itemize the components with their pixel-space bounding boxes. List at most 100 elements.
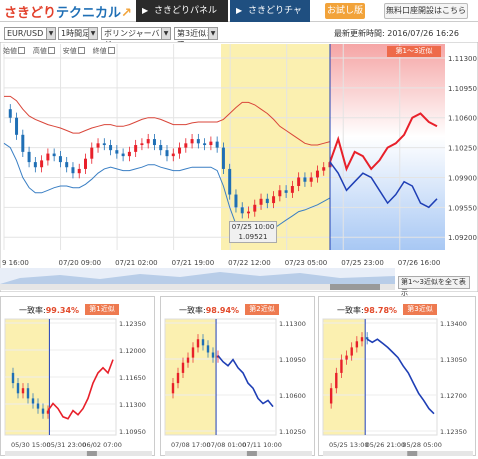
- candle: [203, 143, 207, 146]
- candle: [84, 158, 87, 169]
- candle: [33, 162, 37, 168]
- candle: [335, 372, 338, 389]
- candle: [191, 347, 195, 358]
- x-tick-label: 05/30 15:00: [11, 441, 51, 449]
- x-tick-label: 9 16:00: [2, 259, 29, 267]
- similar-panel-2[interactable]: 1.11300 1.10950 1.10600 1.10250 07/08 17:00 0…: [160, 296, 315, 456]
- candle: [228, 168, 232, 195]
- currency-pair-select[interactable]: EUR/USD ▼: [4, 27, 56, 40]
- candle: [329, 388, 333, 404]
- x-tick-label: 07/21 19:00: [172, 259, 215, 267]
- candle: [278, 190, 282, 197]
- x-tick-label: 07/22 12:00: [228, 259, 271, 267]
- candle: [46, 410, 50, 414]
- x-tick-label: 05/25 13:00: [329, 441, 369, 449]
- candle: [309, 177, 313, 182]
- x-tick-label: 05/28 05:00: [402, 441, 442, 449]
- candle: [65, 162, 69, 168]
- candle: [315, 170, 319, 178]
- x-tick-label: 07/26 16:00: [398, 259, 441, 267]
- last-updated: 最新更新時間: 2016/07/26 16:26: [334, 29, 459, 38]
- candle: [31, 398, 35, 404]
- candle: [360, 337, 364, 342]
- candle: [36, 403, 40, 409]
- prediction-down-line: [329, 161, 438, 209]
- candle: [284, 190, 288, 193]
- similar-panel-3[interactable]: 1.13400 1.13050 1.12700 1.12350 05/25 13:00 0…: [318, 296, 476, 456]
- rank-badge: 第1近似: [85, 304, 119, 315]
- y-tick-label: 1.13400: [440, 320, 467, 328]
- x-tick-label: 07/21 02:00: [115, 259, 158, 267]
- candle: [196, 139, 200, 144]
- indicator-high[interactable]: 高値: [33, 46, 55, 56]
- tab-sakidori-panel[interactable]: ▶ さきどりパネル: [136, 0, 228, 22]
- x-tick-label: 07/11 10:00: [242, 441, 282, 449]
- timeframe-select[interactable]: 1時間足 ▼: [58, 27, 98, 40]
- y-tick-label: 1.13050: [440, 356, 467, 364]
- highlight-region: [165, 319, 217, 435]
- candle: [134, 145, 138, 152]
- highlight-region: [323, 319, 366, 435]
- candle: [96, 143, 100, 148]
- x-tick-label: 07/20 09:00: [59, 259, 102, 267]
- open-account-button[interactable]: 無料口座開設はこちら: [384, 3, 468, 19]
- chevron-down-icon: ▼: [46, 28, 55, 39]
- candle: [127, 151, 131, 157]
- y-tick-label: 1.10950: [279, 356, 306, 364]
- candle: [21, 388, 25, 394]
- prediction-line: [366, 338, 435, 415]
- x-tick-label: 07/25 23:00: [341, 259, 384, 267]
- candle: [259, 198, 263, 205]
- chevron-down-icon: ▼: [208, 28, 217, 39]
- candle: [21, 134, 25, 152]
- candle: [40, 160, 44, 168]
- candle: [196, 339, 200, 348]
- x-tick-label: 05/26 21:00: [366, 441, 406, 449]
- candle: [115, 150, 119, 154]
- main-chart[interactable]: 1.11300 1.10950 1.10600 1.10250 1.09900 1.095…: [0, 42, 478, 292]
- candle: [322, 167, 326, 171]
- indicator-open[interactable]: 始値: [3, 46, 25, 56]
- candle: [253, 204, 257, 212]
- range-select[interactable]: 第3近似まで▼: [174, 27, 218, 49]
- candle: [16, 383, 20, 394]
- scrollbar-thumb: [330, 284, 380, 290]
- candle: [178, 147, 182, 154]
- show-all-button[interactable]: 第1～3近似を全て表示: [398, 276, 470, 297]
- y-tick-label: 1.11300: [119, 401, 146, 409]
- candle: [109, 145, 113, 151]
- candle: [365, 337, 369, 340]
- scrollbar: [0, 284, 395, 290]
- scrollbar: [5, 451, 152, 456]
- candle: [240, 207, 244, 214]
- tab-sakidori-chart[interactable]: ▶ さきどりチャート: [230, 0, 310, 38]
- candle: [211, 352, 215, 358]
- candle: [247, 211, 250, 214]
- y-tick-label: 1.09550: [448, 204, 477, 212]
- prediction-label: 第1～3近似: [387, 46, 441, 57]
- candle: [209, 141, 213, 146]
- candle: [171, 153, 175, 157]
- candle: [184, 143, 188, 148]
- candle: [206, 345, 210, 353]
- highlight-region: [221, 44, 330, 250]
- indicator-select[interactable]: ボリンジャーバンド▼: [101, 27, 171, 49]
- logo[interactable]: さきどりテクニカル↗: [4, 6, 132, 21]
- candle: [46, 153, 50, 161]
- candle: [340, 359, 343, 373]
- similar-panel-1[interactable]: 1.12350 1.12000 1.11650 1.11300 1.10950 05/30…: [0, 296, 155, 456]
- match-rate: 一致率:99.34%: [19, 306, 80, 315]
- indicator-low[interactable]: 安値: [63, 46, 85, 56]
- candle: [52, 153, 56, 157]
- match-rate: 一致率:98.94%: [179, 306, 240, 315]
- y-tick-label: 1.12000: [119, 347, 146, 355]
- candle: [121, 153, 125, 157]
- candle: [221, 147, 225, 169]
- price-tooltip: 07/25 10:00 1.09521: [229, 221, 277, 243]
- x-tick-label: 06/02 07:00: [82, 441, 122, 449]
- trial-button[interactable]: お試し版: [325, 3, 365, 19]
- rank-badge: 第2近似: [245, 304, 279, 315]
- x-tick-label: 05/31 23:00: [47, 441, 87, 449]
- indicator-close[interactable]: 終値: [93, 46, 115, 56]
- candle: [176, 372, 180, 384]
